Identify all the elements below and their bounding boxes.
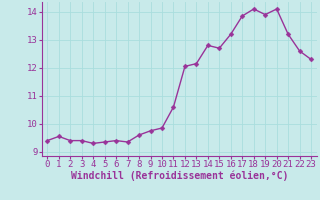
X-axis label: Windchill (Refroidissement éolien,°C): Windchill (Refroidissement éolien,°C) bbox=[70, 171, 288, 181]
